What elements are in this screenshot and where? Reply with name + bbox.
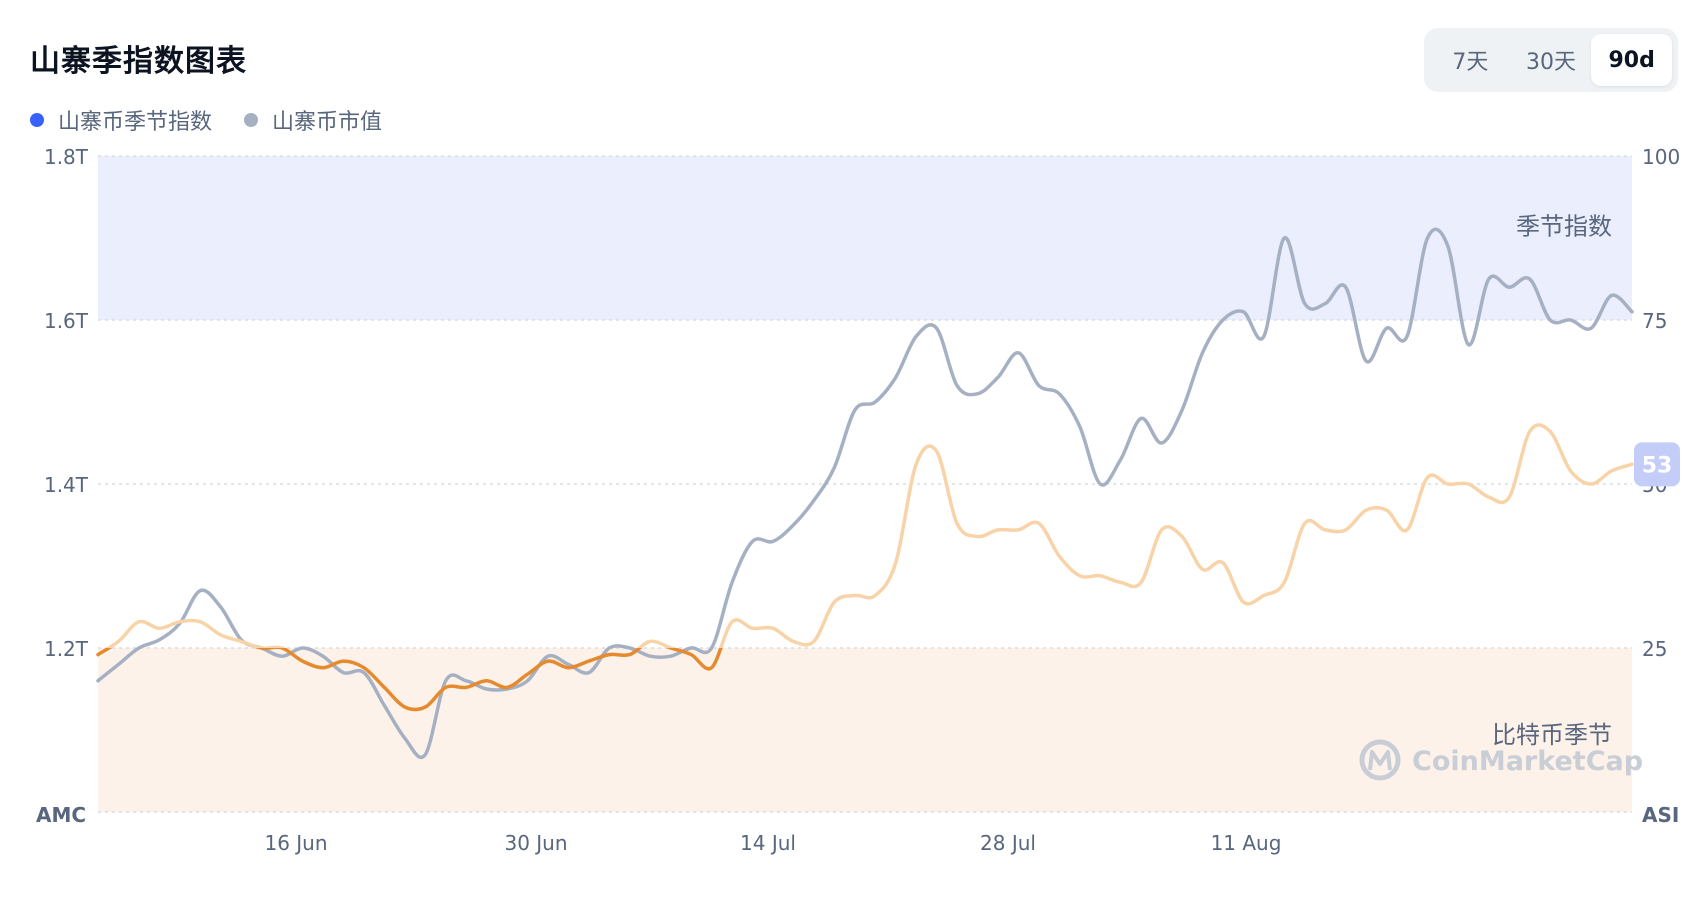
chart-legend: 山寨币季节指数 山寨币市值 bbox=[30, 104, 414, 136]
x-axis-tick: 30 Jun bbox=[504, 831, 567, 855]
right-axis-tick: 25 bbox=[1642, 637, 1667, 661]
coinmarketcap-logo-icon bbox=[1359, 739, 1401, 781]
x-axis-tick: 28 Jul bbox=[980, 831, 1036, 855]
range-7d-button[interactable]: 7天 bbox=[1452, 50, 1489, 75]
index-line-bitcoin-season bbox=[96, 648, 723, 712]
bitcoin-season-zone bbox=[98, 648, 1632, 812]
watermark-text: CoinMarketCap bbox=[1412, 746, 1643, 777]
index-line-altcoin-season bbox=[98, 425, 1632, 710]
watermark: CoinMarketCap bbox=[1359, 739, 1643, 781]
right-axis-tick: 50 bbox=[1642, 473, 1667, 497]
left-axis-tick: 1.8T bbox=[44, 145, 89, 169]
right-axis-tick: 100 bbox=[1642, 145, 1680, 169]
legend-label-index: 山寨币季节指数 bbox=[58, 110, 213, 135]
legend-item-index[interactable]: 山寨币季节指数 bbox=[30, 104, 212, 136]
legend-dot-marketcap bbox=[244, 113, 259, 127]
market-cap-line bbox=[96, 227, 1634, 759]
range-90d-button[interactable]: 90d bbox=[1591, 34, 1673, 86]
legend-dot-index bbox=[30, 113, 44, 127]
time-range-toggle: 7天 30天 90d bbox=[1424, 28, 1678, 92]
coinmarketcap-logo-mark bbox=[1368, 750, 1392, 771]
left-axis-tick: 1.2T bbox=[44, 637, 89, 661]
altcoin-season-label: 季节指数 bbox=[1516, 213, 1612, 241]
right-axis-tick: 75 bbox=[1642, 309, 1667, 333]
index-line-neutral bbox=[105, 423, 1634, 648]
current-index-badge-text: 53 bbox=[1642, 453, 1673, 478]
range-30d-button[interactable]: 30天 bbox=[1526, 50, 1576, 75]
right-axis-label: ASI bbox=[1642, 803, 1679, 827]
bitcoin-season-label: 比特币季节 bbox=[1492, 721, 1612, 749]
current-index-badge bbox=[1634, 442, 1680, 487]
legend-label-marketcap: 山寨币市值 bbox=[272, 110, 383, 135]
x-axis-tick: 14 Jul bbox=[740, 831, 796, 855]
x-axis-tick: 16 Jun bbox=[264, 831, 327, 855]
x-axis-tick: 11 Aug bbox=[1211, 831, 1282, 855]
left-axis-label: AMC bbox=[36, 803, 86, 827]
altcoin-season-zone bbox=[98, 156, 1632, 320]
page-title: 山寨季指数图表 bbox=[30, 44, 247, 79]
left-axis-tick: 1.6T bbox=[44, 309, 89, 333]
left-axis-tick: 1.4T bbox=[44, 473, 89, 497]
legend-item-marketcap[interactable]: 山寨币市值 bbox=[244, 104, 382, 136]
